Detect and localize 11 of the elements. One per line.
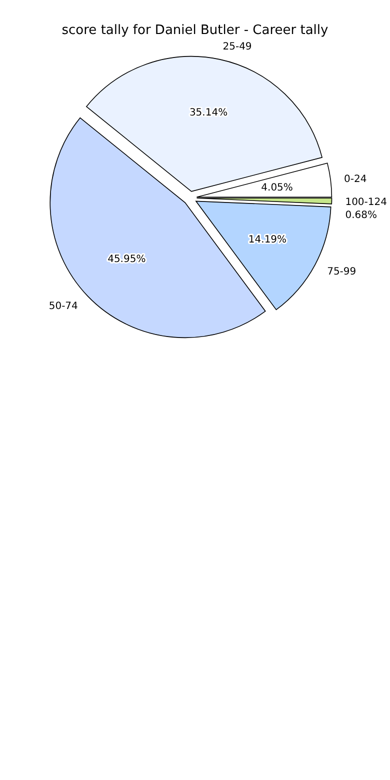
data-label: 45.95% [108,254,146,266]
slice-label: 50-74 [48,300,78,312]
data-label: 14.19% [248,234,287,246]
data-label: 35.14% [189,108,228,119]
slice-label: 0-24 [344,174,367,185]
slice-label: 25-49 [222,42,252,53]
slice-label: 75-99 [327,266,356,278]
chart-title: score tally for Daniel Butler - Career tally [62,23,329,38]
data-label: 4.05% [261,182,293,194]
slice-label: 100-124 [345,196,388,208]
data-label: 0.68% [345,210,377,221]
